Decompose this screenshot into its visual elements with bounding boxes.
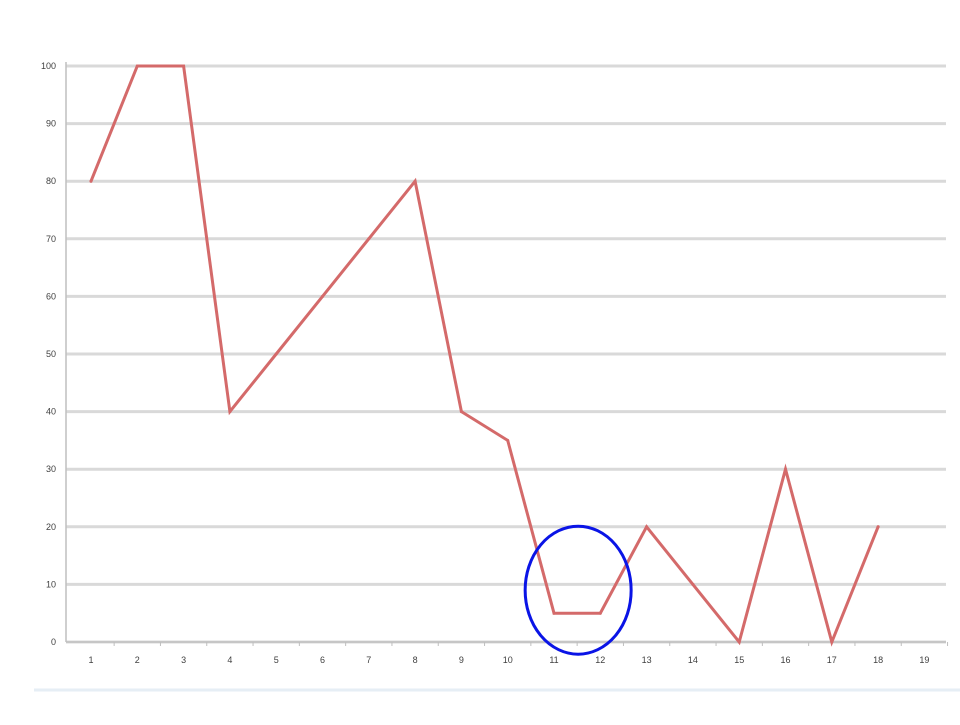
x-tick-label-9: 9 <box>459 655 464 665</box>
data-point-14 <box>691 582 695 586</box>
series-layer <box>89 64 880 647</box>
data-point-3 <box>182 64 186 68</box>
x-tick-label-18: 18 <box>873 655 883 665</box>
data-point-12 <box>598 611 602 615</box>
y-tick-labels: 0 10 20 30 40 50 60 70 80 90 100 <box>41 61 56 647</box>
data-point-11 <box>552 611 556 615</box>
x-tick-label-1: 1 <box>88 655 93 665</box>
x-tick-label-5: 5 <box>274 655 279 665</box>
x-tick-label-6: 6 <box>320 655 325 665</box>
x-tick-label-14: 14 <box>688 655 698 665</box>
axes <box>65 62 949 646</box>
data-point-16 <box>784 467 787 471</box>
annotation-layer <box>523 524 633 656</box>
y-tick-label-0: 0 <box>51 637 56 647</box>
data-point-5 <box>274 352 278 356</box>
x-tick-label-13: 13 <box>642 655 652 665</box>
x-tick-label-2: 2 <box>135 655 140 665</box>
x-tick-label-7: 7 <box>366 655 371 665</box>
data-point-10 <box>506 438 510 442</box>
x-tick-label-16: 16 <box>780 655 790 665</box>
x-tick-label-19: 19 <box>919 655 929 665</box>
x-tick-label-4: 4 <box>227 655 232 665</box>
y-tick-label-20: 20 <box>46 522 56 532</box>
x-tick-label-3: 3 <box>181 655 186 665</box>
y-tick-label-10: 10 <box>46 579 56 589</box>
y-tick-label-40: 40 <box>46 407 56 417</box>
data-point-17 <box>830 640 834 644</box>
x-tick-label-11: 11 <box>549 655 558 665</box>
x-tick-label-17: 17 <box>827 655 837 665</box>
data-point-4 <box>228 410 232 414</box>
highlight-ellipse <box>523 524 633 656</box>
data-point-1 <box>89 179 93 183</box>
data-point-13 <box>645 525 649 529</box>
data-point-7 <box>367 237 371 241</box>
data-point-6 <box>321 294 324 298</box>
series-line-1 <box>89 64 880 647</box>
x-tick-label-10: 10 <box>503 655 513 665</box>
x-tick-label-12: 12 <box>595 655 605 665</box>
y-tick-label-70: 70 <box>46 234 56 244</box>
y-tick-label-50: 50 <box>46 349 56 359</box>
y-tick-label-100: 100 <box>41 61 56 71</box>
x-tick-label-15: 15 <box>734 655 744 665</box>
data-point-2 <box>135 64 139 68</box>
data-point-8 <box>413 179 417 183</box>
data-point-9 <box>459 410 463 414</box>
data-point-15 <box>737 640 741 644</box>
y-tick-label-60: 60 <box>46 291 56 301</box>
x-tick-label-8: 8 <box>413 655 418 665</box>
y-tick-label-80: 80 <box>46 176 56 186</box>
x-tick-labels: 1 2 3 4 5 6 7 8 9 10 11 12 13 14 15 16 17 18 19 <box>88 655 929 665</box>
y-tick-label-90: 90 <box>46 119 56 129</box>
y-tick-label-30: 30 <box>46 464 56 474</box>
data-point-18 <box>876 525 880 529</box>
gridlines <box>66 64 946 644</box>
